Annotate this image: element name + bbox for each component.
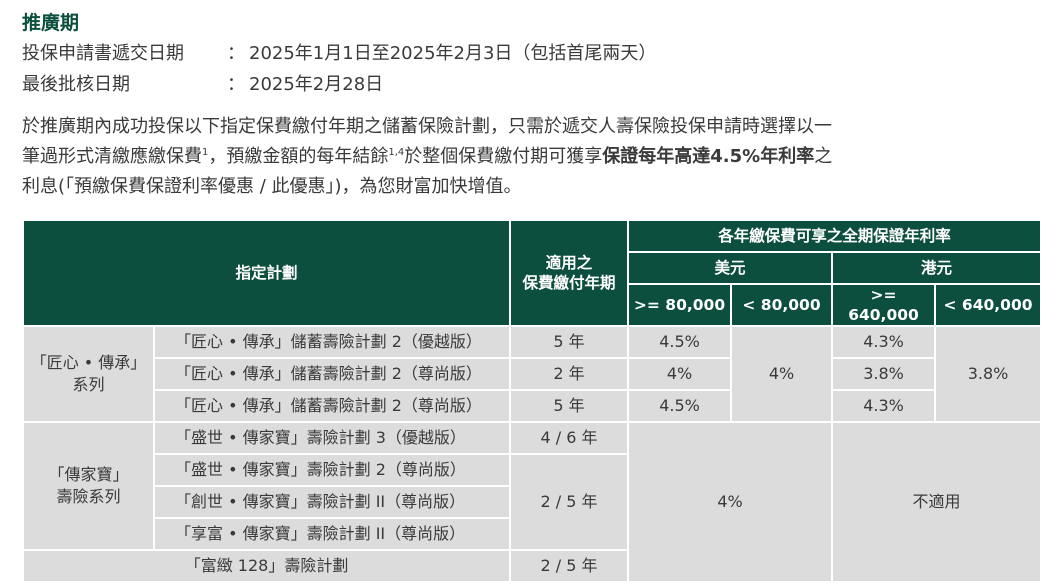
table-row: 「傳家寶」 壽險系列 「盛世 • 傳家寶」壽險計劃 3（優越版） 4 / 6 年 … — [22, 421, 1043, 583]
header-usd-ge-80000: >= 80,000 — [627, 283, 733, 327]
paragraph-line-2: 筆過形式清繳應繳保費1，預繳金額的每年結餘1,4於整個保費繳付期可獲享保證每年高… — [22, 142, 1052, 172]
header-term-line: 保費繳付年期 — [522, 274, 616, 292]
plan-rate-table: 指定計劃 適用之保費繳付年期 各年繳保費可享之全期保證年利率 美元 港元 >= … — [21, 219, 1043, 583]
plan-name: 「匠心 • 傳承」儲蓄壽險計劃 2（優越版） — [152, 325, 512, 359]
hkd-lt-rate: 3.8% — [934, 325, 1043, 423]
header-usd-lt-80000: < 80,000 — [730, 283, 834, 327]
approval-date-value: 2025年2月28日 — [249, 74, 384, 95]
usd-lt-rate: 4% — [730, 325, 834, 423]
footnote-ref: 1,4 — [388, 147, 405, 158]
hkd-ge-rate: 3.8% — [831, 357, 937, 391]
series-name: 「匠心 • 傳承」 — [30, 353, 147, 372]
colon: ： — [227, 74, 245, 95]
header-hkd-ge-640000: >= 640,000 — [831, 283, 937, 327]
paragraph-text: 之 — [814, 146, 833, 167]
approval-date-label: 最後批核日期 — [22, 74, 130, 95]
paragraph-line-3: 利息(「預繳保費保證利率優惠 / 此優惠」)，為您財富加快增值。 — [22, 172, 1052, 202]
usd-ge-rate: 4.5% — [627, 325, 733, 359]
series-name: 系列 — [72, 375, 105, 394]
paragraph-text: 於整個保費繳付期可獲享 — [404, 146, 603, 167]
table-row: 「匠心 • 傳承」儲蓄壽險計劃 2（尊尚版） 2 年 4% 3.8% — [23, 357, 1041, 391]
payment-term: 2 / 5 年 — [509, 453, 630, 551]
header-usd: 美元 — [627, 251, 834, 285]
hkd-not-applicable: 不適用 — [831, 421, 1043, 583]
page-title: 推廣期 — [22, 12, 80, 34]
table-row: 「匠心 • 傳承」 系列 「匠心 • 傳承」儲蓄壽險計劃 2（優越版） 5 年 4… — [22, 325, 1043, 423]
usd-rate-all: 4% — [627, 421, 834, 583]
plan-name: 「創世 • 傳家寶」壽險計劃 II（尊尚版） — [152, 485, 512, 519]
header-hkd: 港元 — [831, 251, 1043, 285]
plan-name: 「盛世 • 傳家寶」壽險計劃 2（尊尚版） — [152, 453, 512, 487]
usd-ge-rate: 4% — [627, 357, 733, 391]
header-hkd-lt-640000: < 640,000 — [934, 283, 1043, 327]
plan-name: 「匠心 • 傳承」儲蓄壽險計劃 2（尊尚版） — [152, 389, 512, 423]
series-craftsmanship: 「匠心 • 傳承」 系列 — [22, 325, 155, 423]
table-row: 「富緻 128」壽險計劃 2 / 5 年 — [21, 549, 1041, 583]
paragraph-text: ，預繳金額的每年結餘 — [208, 146, 389, 167]
paragraph-text: 於推廣期內成功投保以下指定保費繳付年期之儲蓄保險計劃，只需於遞交人壽保險投保申請… — [22, 116, 832, 137]
payment-term: 2 / 5 年 — [509, 549, 630, 583]
hkd-ge-rate: 4.3% — [831, 389, 937, 423]
header-guaranteed-rate: 各年繳保費可享之全期保證年利率 — [627, 219, 1043, 253]
submission-period-row: 投保申請書遞交日期 ： 2025年1月1日至2025年2月3日（包括首尾兩天） — [22, 39, 656, 65]
payment-term: 4 / 6 年 — [509, 421, 630, 455]
paragraph-text: 利息(「預繳保費保證利率優惠 / 此優惠」)，為您財富加快增值。 — [22, 176, 522, 197]
hkd-ge-rate: 4.3% — [831, 325, 937, 359]
plan-name: 「享富 • 傳家寶」壽險計劃 II（尊尚版） — [152, 517, 512, 551]
payment-term: 5 年 — [509, 325, 630, 359]
header-payment-term: 適用之 保費繳付年期 — [509, 219, 630, 327]
series-heritage: 「傳家寶」 壽險系列 — [22, 421, 155, 551]
plan-name: 「盛世 • 傳家寶」壽險計劃 3（優越版） — [152, 421, 512, 455]
colon: ： — [227, 43, 245, 64]
table-row: 「盛世 • 傳家寶」壽險計劃 2（尊尚版） 2 / 5 年 — [23, 453, 1041, 551]
header-term-line: 適用之 — [545, 254, 593, 272]
plan-name: 「富緻 128」壽險計劃 — [21, 549, 512, 583]
header-designated-plan: 指定計劃 — [21, 219, 512, 327]
plan-name: 「匠心 • 傳承」儲蓄壽險計劃 2（尊尚版） — [152, 357, 512, 391]
paragraph-line-1: 於推廣期內成功投保以下指定保費繳付年期之儲蓄保險計劃，只需於遞交人壽保險投保申請… — [22, 112, 1052, 142]
footnote-ref: 1 — [202, 147, 209, 158]
highlight-rate-text: 保證每年高達4.5%年利率 — [602, 146, 815, 167]
series-name: 「傳家寶」 — [48, 465, 129, 484]
table-row: 「創世 • 傳家寶」壽險計劃 II（尊尚版） — [23, 485, 1041, 519]
submission-period-value: 2025年1月1日至2025年2月3日（包括首尾兩天） — [249, 43, 657, 64]
series-name: 壽險系列 — [56, 487, 121, 506]
submission-period-label: 投保申請書遞交日期 — [22, 43, 184, 64]
approval-date-row: 最後批核日期 ： 2025年2月28日 — [22, 70, 383, 96]
payment-term: 2 年 — [509, 357, 630, 391]
table-row: 「享富 • 傳家寶」壽險計劃 II（尊尚版） — [23, 517, 1041, 551]
payment-term: 5 年 — [509, 389, 630, 423]
usd-ge-rate: 4.5% — [627, 389, 733, 423]
table-row: 「匠心 • 傳承」儲蓄壽險計劃 2（尊尚版） 5 年 4.5% 4.3% — [23, 389, 1041, 423]
description-paragraph: 於推廣期內成功投保以下指定保費繳付年期之儲蓄保險計劃，只需於遞交人壽保險投保申請… — [22, 112, 1052, 202]
paragraph-text: 筆過形式清繳應繳保費 — [22, 146, 202, 167]
